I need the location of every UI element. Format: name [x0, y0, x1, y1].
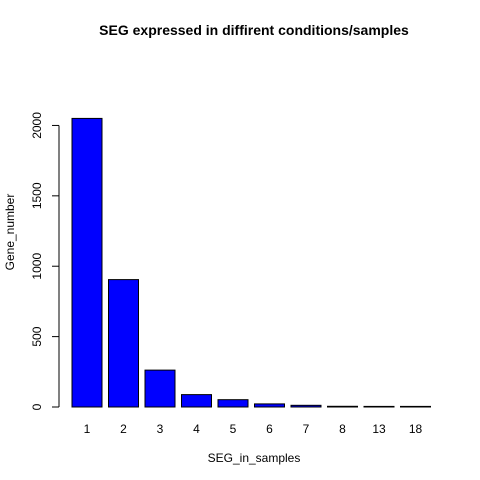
y-axis-label: Gene_number [3, 194, 17, 271]
bar-2 [108, 279, 139, 408]
chart-title: SEG expressed in diffirent conditions/sa… [99, 22, 409, 38]
bar-7 [290, 404, 322, 408]
x-tick-label: 3 [157, 422, 164, 436]
x-tick-labels: 1 2 3 4 5 6 7 8 13 18 [84, 422, 423, 436]
x-tick-label: 8 [339, 422, 346, 436]
x-tick-label: 1 [84, 422, 91, 436]
bar-5 [217, 399, 249, 408]
bar-8 [327, 405, 358, 408]
bar-1 [71, 117, 103, 408]
y-tick-label: 1000 [30, 253, 44, 280]
x-tick-label: 4 [193, 422, 200, 436]
bar-6 [254, 403, 285, 408]
x-tick-label: 7 [303, 422, 310, 436]
bar-4 [181, 394, 212, 408]
bars-group [71, 117, 431, 408]
y-tick-label: 0 [30, 403, 44, 410]
y-axis: 0 500 1000 1500 2000 [30, 112, 60, 410]
bar-18 [400, 405, 431, 408]
x-tick-label: 13 [372, 422, 386, 436]
bar-13 [363, 405, 395, 408]
x-tick-label: 6 [266, 422, 273, 436]
x-tick-label: 2 [120, 422, 127, 436]
x-tick-label: 18 [409, 422, 423, 436]
y-tick-label: 500 [30, 326, 44, 346]
x-axis-label: SEG_in_samples [208, 451, 301, 465]
x-tick-label: 5 [230, 422, 237, 436]
y-tick-label: 1500 [30, 182, 44, 209]
bar-3 [144, 369, 176, 408]
y-tick-label: 2000 [30, 112, 44, 139]
